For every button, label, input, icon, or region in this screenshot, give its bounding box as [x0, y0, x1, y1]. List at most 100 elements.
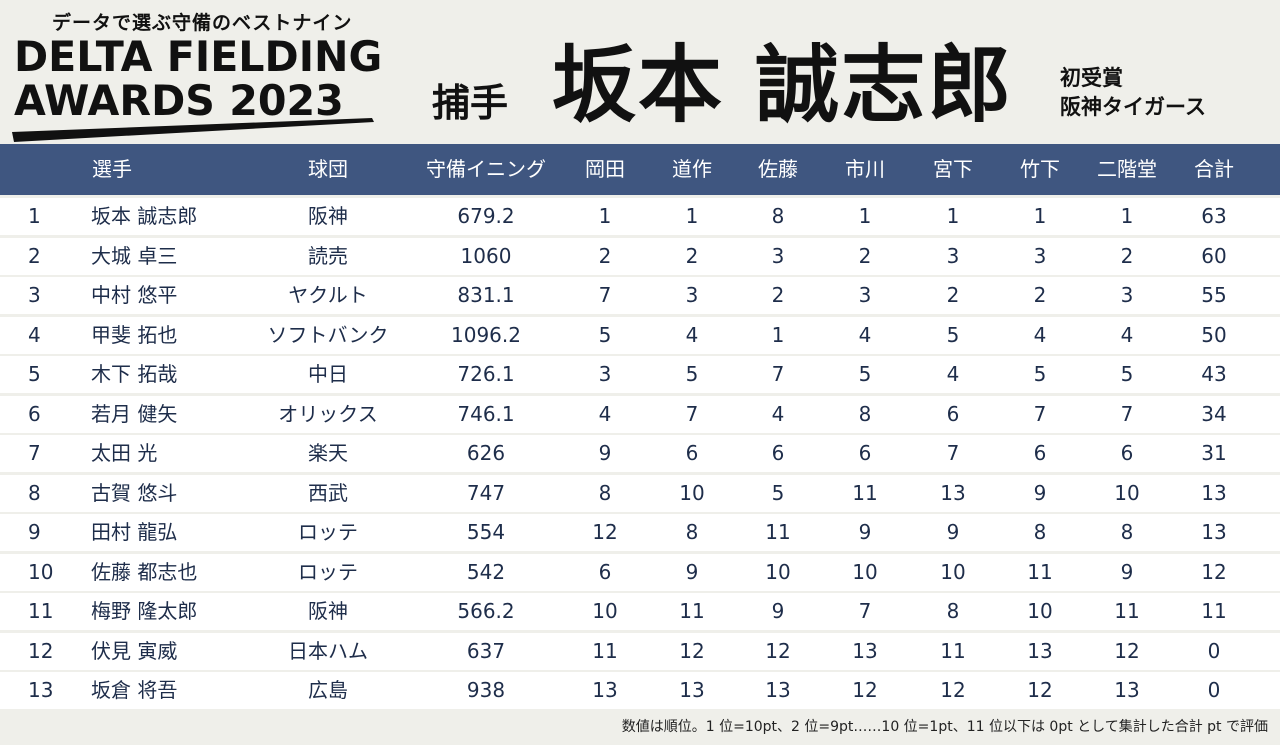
table-row: 3 中村 悠平 ヤクルト 831.1 7 3 2 3 2 2 3 55 [0, 277, 1280, 314]
miyashita-rank: 2 [946, 283, 960, 307]
dosaku-rank: 12 [679, 638, 705, 663]
takeshita-rank: 13 [1027, 638, 1053, 663]
nikaido-rank: 6 [1120, 441, 1134, 465]
innings: 626 [466, 441, 506, 465]
total-points: 50 [1201, 322, 1227, 347]
takeshita-rank: 4 [1033, 322, 1047, 347]
sato-rank: 3 [771, 243, 785, 268]
nikaido-rank: 9 [1120, 559, 1134, 584]
takeshita-rank: 8 [1033, 520, 1047, 544]
okada-rank: 11 [592, 638, 618, 663]
team: ソフトバンク [267, 322, 389, 347]
table-row: 1 坂本 誠志郎 阪神 679.2 1 1 8 1 1 1 1 63 [0, 198, 1280, 235]
innings: 679.2 [457, 204, 515, 228]
takeshita-rank: 6 [1033, 441, 1047, 465]
miyashita-rank: 1 [946, 204, 960, 228]
player-name: 木下 拓哉 [91, 362, 178, 386]
total-points: 60 [1201, 243, 1227, 268]
player-name: 佐藤 都志也 [91, 559, 198, 584]
team: 日本ハム [288, 638, 368, 663]
miyashita-rank: 7 [946, 441, 960, 465]
nikaido-rank: 13 [1114, 678, 1140, 702]
rank: 4 [28, 322, 41, 347]
okada-rank: 4 [598, 401, 612, 426]
team: ロッテ [298, 559, 358, 584]
player-name: 中村 悠平 [91, 283, 178, 307]
award-note-first-time: 初受賞 [1060, 66, 1123, 90]
nikaido-rank: 5 [1120, 362, 1134, 386]
dosaku-rank: 13 [679, 678, 705, 702]
player-name: 坂本 誠志郎 [91, 204, 198, 228]
okada-rank: 6 [598, 559, 612, 584]
table-row: 13 坂倉 将吾 広島 938 13 13 13 12 12 12 13 0 [0, 672, 1280, 709]
rank: 5 [28, 362, 41, 386]
rank: 10 [28, 559, 54, 584]
okada-rank: 2 [598, 243, 612, 268]
col-header-total: 合計 [1194, 157, 1234, 181]
takeshita-rank: 2 [1033, 283, 1047, 307]
player-name: 伏見 寅威 [91, 638, 178, 663]
takeshita-rank: 10 [1027, 599, 1053, 623]
miyashita-rank: 9 [946, 520, 960, 544]
logo-slash-icon [12, 118, 374, 142]
innings: 938 [466, 678, 506, 702]
sato-rank: 10 [765, 559, 791, 584]
rank: 8 [28, 480, 41, 505]
takeshita-rank: 7 [1033, 401, 1047, 426]
dosaku-rank: 9 [685, 559, 699, 584]
miyashita-rank: 13 [940, 480, 966, 505]
dosaku-rank: 8 [685, 520, 699, 544]
sato-rank: 7 [771, 362, 785, 386]
ichikawa-rank: 2 [858, 243, 872, 268]
rank: 11 [28, 599, 54, 623]
ichikawa-rank: 3 [858, 283, 872, 307]
okada-rank: 7 [598, 283, 612, 307]
team: ロッテ [298, 520, 358, 544]
ichikawa-rank: 6 [858, 441, 872, 465]
okada-rank: 13 [592, 678, 618, 702]
total-points: 43 [1201, 362, 1227, 386]
okada-rank: 8 [598, 480, 612, 505]
scoring-footnote: 数値は順位。1 位=10pt、2 位=9pt……10 位=1pt、11 位以下は… [621, 719, 1268, 735]
innings: 747 [466, 480, 506, 505]
player-name: 梅野 隆太郎 [91, 599, 198, 623]
dosaku-rank: 4 [685, 322, 699, 347]
table-row: 10 佐藤 都志也 ロッテ 542 6 9 10 10 10 11 9 12 [0, 553, 1280, 591]
innings: 726.1 [457, 362, 515, 386]
col-header-player: 選手 [92, 157, 132, 181]
nikaido-rank: 8 [1120, 520, 1134, 544]
innings: 566.2 [457, 599, 515, 623]
innings: 637 [466, 638, 506, 663]
col-header-innings: 守備イニング [426, 157, 546, 181]
total-points: 11 [1201, 599, 1227, 623]
miyashita-rank: 4 [946, 362, 960, 386]
dosaku-rank: 7 [685, 401, 699, 426]
award-note-team: 阪神タイガース [1060, 95, 1206, 119]
winner-name: 坂本 誠志郎 [552, 36, 1014, 134]
table-row: 6 若月 健矢 オリックス 746.1 4 7 4 8 6 7 7 34 [0, 395, 1280, 433]
okada-rank: 12 [592, 520, 618, 544]
page-header: データで選ぶ守備のベストナイン DELTA FIELDING AWARDS 20… [0, 0, 1280, 144]
player-name: 太田 光 [91, 441, 158, 465]
rank: 7 [28, 441, 41, 465]
dosaku-rank: 6 [685, 441, 699, 465]
table-row: 11 梅野 隆太郎 阪神 566.2 10 11 9 7 8 10 11 11 [0, 593, 1280, 630]
player-name: 古賀 悠斗 [91, 480, 178, 505]
rank: 13 [28, 678, 54, 702]
sato-rank: 4 [771, 401, 785, 426]
player-name: 若月 健矢 [91, 401, 178, 426]
innings: 554 [466, 520, 506, 544]
rank: 12 [28, 638, 54, 663]
okada-rank: 3 [598, 362, 612, 386]
sato-rank: 2 [771, 283, 785, 307]
nikaido-rank: 1 [1120, 204, 1134, 228]
table-row: 2 大城 卓三 読売 1060 2 2 3 2 3 3 2 60 [0, 237, 1280, 275]
nikaido-rank: 10 [1114, 480, 1140, 505]
total-points: 34 [1201, 401, 1227, 426]
takeshita-rank: 9 [1033, 480, 1047, 505]
col-header-takeshita: 竹下 [1020, 157, 1060, 181]
okada-rank: 10 [592, 599, 618, 623]
col-header-nikaido: 二階堂 [1097, 157, 1157, 181]
ichikawa-rank: 5 [858, 362, 872, 386]
rank: 3 [28, 283, 41, 307]
